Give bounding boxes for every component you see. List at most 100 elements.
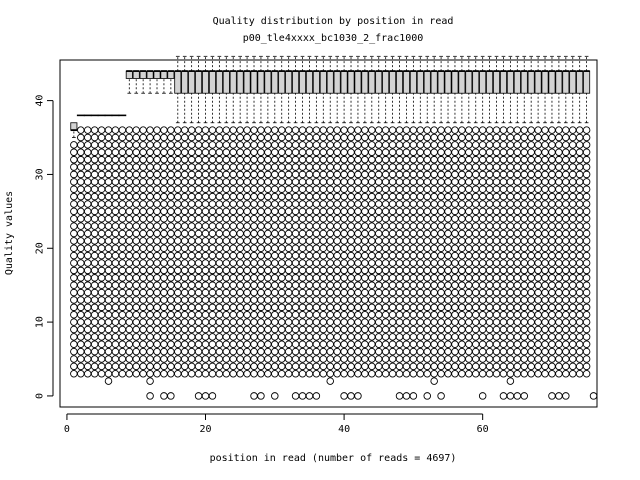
outlier-point bbox=[201, 310, 210, 319]
outlier-point bbox=[361, 303, 369, 312]
iqr-box bbox=[382, 70, 390, 94]
outlier-point bbox=[312, 392, 321, 400]
outlier-point bbox=[437, 362, 445, 371]
outlier-point bbox=[430, 259, 438, 267]
y-axis-label: Quality values bbox=[4, 191, 15, 275]
outlier-point bbox=[354, 163, 362, 171]
outlier-point bbox=[374, 362, 383, 371]
position-61 bbox=[485, 55, 494, 378]
outlier-point bbox=[458, 281, 466, 289]
outlier-point bbox=[520, 392, 528, 400]
outlier-point bbox=[444, 185, 452, 193]
outlier-point bbox=[430, 318, 438, 326]
outlier-point bbox=[284, 222, 293, 230]
outlier-point bbox=[284, 148, 293, 157]
position-73 bbox=[568, 55, 577, 378]
outlier-point bbox=[146, 192, 154, 201]
outlier-point bbox=[458, 170, 466, 179]
iqr-box bbox=[541, 70, 549, 94]
outlier-point bbox=[319, 185, 328, 193]
outlier-point bbox=[167, 237, 175, 245]
outlier-point bbox=[326, 370, 334, 378]
outlier-point bbox=[471, 178, 480, 186]
outlier-point bbox=[111, 133, 120, 142]
outlier-point bbox=[298, 178, 307, 186]
outlier-point bbox=[111, 325, 120, 334]
outlier-point bbox=[139, 333, 147, 341]
outlier-point bbox=[513, 207, 522, 216]
outlier-point bbox=[340, 362, 348, 371]
outlier-point bbox=[374, 126, 383, 134]
outlier-point bbox=[146, 229, 154, 238]
outlier-point bbox=[347, 155, 355, 164]
outlier-point bbox=[423, 303, 431, 312]
outlier-point bbox=[271, 288, 279, 297]
outlier-point bbox=[153, 310, 161, 319]
outlier-point bbox=[458, 347, 466, 356]
outlier-point bbox=[264, 281, 272, 289]
x-tick-label: 40 bbox=[338, 424, 350, 435]
outlier-point bbox=[368, 303, 376, 312]
outlier-point bbox=[340, 281, 348, 289]
position-2 bbox=[76, 114, 85, 378]
outlier-point bbox=[575, 244, 584, 253]
outlier-point bbox=[478, 340, 487, 348]
outlier-point bbox=[146, 392, 154, 400]
outlier-point bbox=[201, 126, 210, 134]
outlier-point bbox=[326, 251, 334, 260]
outlier-point bbox=[513, 148, 522, 157]
outlier-point bbox=[215, 214, 224, 223]
outlier-point bbox=[222, 141, 231, 149]
outlier-point bbox=[568, 244, 577, 253]
outlier-point bbox=[139, 362, 147, 371]
outlier-point bbox=[333, 288, 341, 297]
outlier-point bbox=[347, 288, 355, 297]
outlier-point bbox=[485, 229, 494, 238]
outlier-point bbox=[458, 288, 466, 297]
outlier-point bbox=[409, 200, 418, 208]
outlier-point bbox=[167, 229, 175, 238]
outlier-point bbox=[201, 333, 210, 341]
outlier-point bbox=[568, 274, 577, 282]
outlier-point bbox=[444, 288, 452, 297]
outlier-point bbox=[180, 229, 189, 238]
outlier-point bbox=[208, 362, 217, 371]
outlier-point bbox=[104, 340, 113, 348]
outlier-point bbox=[562, 318, 570, 326]
outlier-point bbox=[506, 296, 515, 304]
outlier-point bbox=[520, 318, 528, 326]
outlier-point bbox=[381, 296, 390, 304]
outlier-point bbox=[132, 214, 140, 223]
outlier-point bbox=[222, 200, 231, 208]
outlier-point bbox=[111, 370, 120, 378]
position-65 bbox=[513, 55, 522, 378]
outlier-point bbox=[153, 237, 161, 245]
outlier-point bbox=[485, 296, 494, 304]
iqr-box bbox=[195, 70, 203, 94]
outlier-point bbox=[326, 266, 334, 275]
outlier-point bbox=[527, 340, 535, 348]
outlier-point bbox=[534, 133, 542, 142]
outlier-point bbox=[153, 281, 161, 289]
outlier-point bbox=[77, 141, 85, 149]
outlier-point bbox=[167, 355, 175, 363]
outlier-point bbox=[174, 163, 182, 171]
position-25 bbox=[236, 55, 244, 378]
outlier-point bbox=[153, 192, 161, 201]
outlier-point bbox=[354, 325, 362, 334]
outlier-point bbox=[534, 141, 542, 149]
outlier-point bbox=[395, 392, 404, 400]
outlier-point bbox=[167, 192, 175, 201]
outlier-point bbox=[555, 229, 563, 238]
outlier-point bbox=[167, 222, 175, 230]
outlier-point bbox=[132, 244, 140, 253]
outlier-point bbox=[499, 274, 508, 282]
outlier-point bbox=[215, 288, 224, 297]
outlier-point bbox=[395, 214, 404, 223]
outlier-point bbox=[444, 200, 452, 208]
outlier-point bbox=[160, 214, 168, 223]
outlier-point bbox=[319, 266, 328, 275]
outlier-point bbox=[354, 362, 362, 371]
outlier-point bbox=[160, 259, 168, 267]
outlier-point bbox=[395, 237, 404, 245]
